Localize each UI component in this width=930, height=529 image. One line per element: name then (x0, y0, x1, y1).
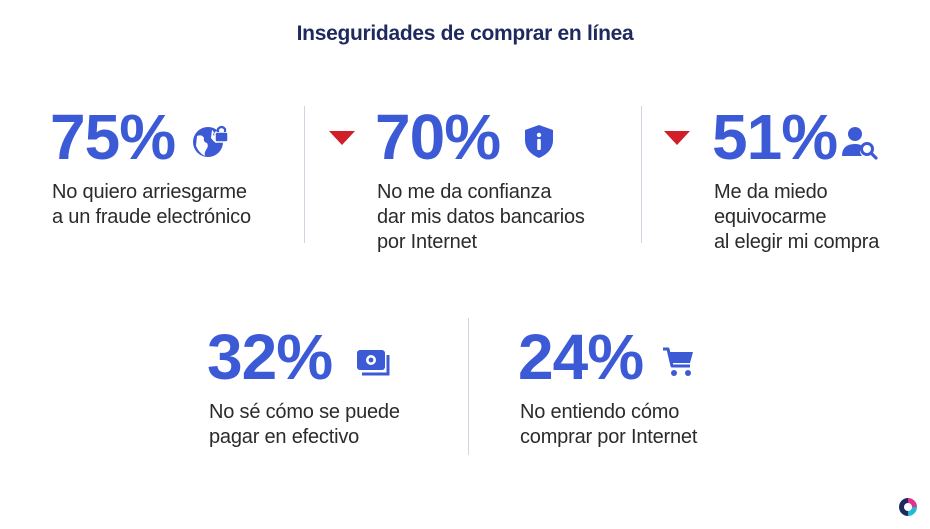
shopping-cart-icon (663, 347, 693, 376)
down-arrow-icon (664, 131, 690, 145)
stat-description: No sé cómo se puede pagar en efectivo (209, 401, 400, 448)
stat-how-to-buy: 24% No entiendo cómo comprar por Interne… (518, 321, 758, 456)
divider (641, 106, 642, 243)
cash-icon (357, 350, 390, 376)
stat-description: No quiero arriesgarme a un fraude electr… (52, 181, 251, 228)
stat-percentage: 51% (712, 101, 838, 173)
stat-percentage: 32% (207, 321, 333, 393)
stat-wrong-choice: 51% Me da miedo equivocarme al elegir mi… (712, 101, 912, 256)
stat-percentage: 24% (518, 321, 644, 393)
stat-cash-payment: 32% No sé cómo se puede pagar en efectiv… (207, 321, 457, 456)
shield-info-icon (525, 125, 553, 158)
stat-percentage: 70% (375, 101, 501, 173)
stat-bank-data: 70% No me da confianza dar mis datos ban… (375, 101, 635, 256)
stat-description: No entiendo cómo comprar por Internet (520, 401, 698, 448)
down-arrow-icon (329, 131, 355, 145)
page-title: Inseguridades de comprar en línea (296, 22, 634, 45)
divider (468, 318, 469, 455)
stat-description: Me da miedo equivocarme al elegir mi com… (714, 181, 880, 253)
stat-fraud: 75% No quiero arriesgarme a un fraude el… (50, 101, 290, 246)
user-search-icon (842, 127, 878, 160)
divider (304, 106, 305, 243)
stat-description: No me da confianza dar mis datos bancari… (377, 181, 585, 253)
globe-lock-icon (193, 125, 229, 157)
stat-percentage: 75% (50, 101, 176, 173)
brand-logo-icon (899, 498, 917, 516)
